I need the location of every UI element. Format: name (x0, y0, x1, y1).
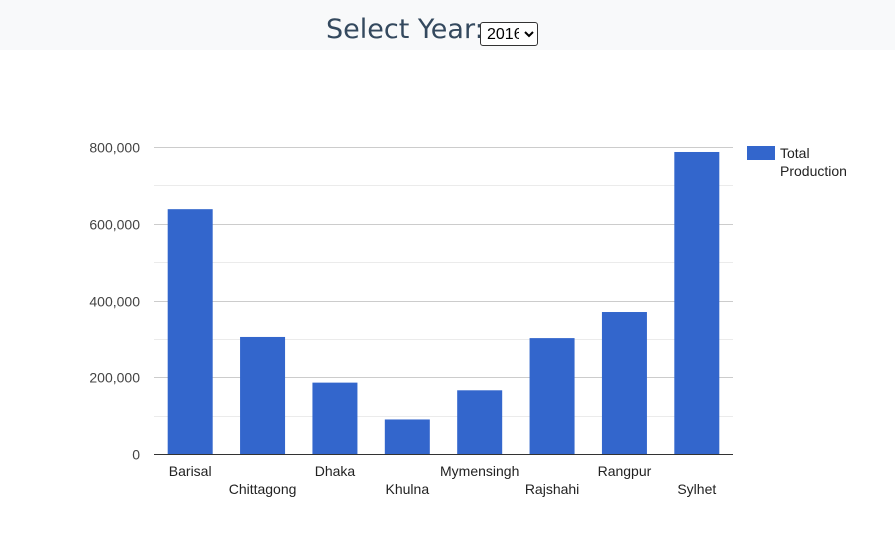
x-tick-label: Rangpur (598, 463, 652, 479)
y-tick-label: 200,000 (89, 370, 140, 386)
bar (384, 419, 430, 454)
x-tick-label: Mymensingh (440, 463, 519, 479)
x-tick-label: Sylhet (677, 481, 716, 497)
bar (240, 336, 286, 454)
x-tick-label: Rajshahi (525, 481, 579, 497)
legend-label: Production (780, 163, 847, 179)
bar (674, 151, 720, 454)
y-tick-label: 800,000 (89, 140, 140, 156)
x-tick-label: Dhaka (315, 463, 356, 479)
y-tick-label: 600,000 (89, 217, 140, 233)
bar (529, 338, 575, 454)
header-bar: Select Year: 2016 (0, 0, 895, 50)
year-label: Select Year: (326, 14, 484, 45)
bar (457, 390, 503, 454)
legend-swatch (747, 146, 775, 160)
bar (601, 312, 647, 454)
y-tick-label: 0 (132, 447, 140, 463)
bar (167, 209, 213, 454)
legend-label: Total (780, 145, 810, 161)
bar (312, 382, 358, 454)
x-tick-label: Khulna (386, 481, 430, 497)
y-tick-label: 400,000 (89, 294, 140, 310)
x-tick-label: Chittagong (229, 481, 297, 497)
year-select[interactable]: 2016 (480, 22, 538, 46)
x-tick-label: Barisal (169, 463, 212, 479)
